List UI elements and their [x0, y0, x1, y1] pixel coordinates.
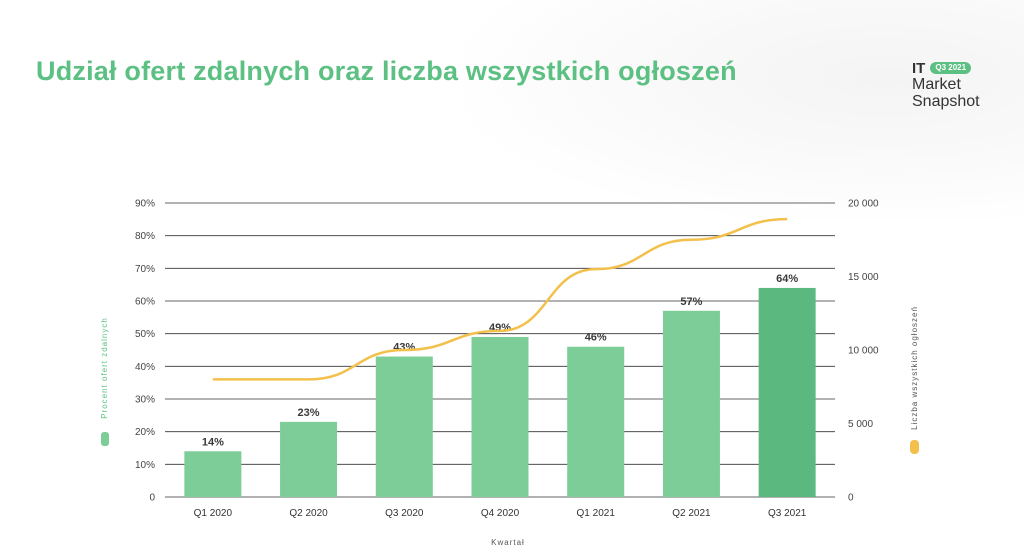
brand-snapshot: Snapshot — [912, 93, 980, 110]
x-tick-label: Q4 2020 — [481, 508, 520, 519]
y-tick-label: 50% — [135, 329, 155, 340]
bar — [758, 287, 816, 497]
data-label: 57% — [680, 296, 702, 308]
y2-tick-label: 0 — [848, 493, 854, 504]
data-label: 14% — [202, 436, 224, 448]
x-tick-label: Q3 2021 — [768, 508, 807, 519]
bar — [471, 336, 529, 497]
line-series — [212, 217, 788, 381]
x-axis-title: Kwartał — [491, 538, 525, 547]
data-label: 46% — [585, 332, 607, 344]
data-label: 43% — [393, 342, 415, 354]
bar — [662, 310, 720, 497]
brand-logo: IT Q3 2021 Market Snapshot — [912, 59, 980, 111]
data-label: 23% — [298, 407, 320, 419]
bar — [280, 421, 338, 497]
y-tick-label: 40% — [135, 362, 155, 373]
y2-axis-title: Liczba wszystkich ogłoszeń — [910, 306, 919, 430]
y2-tick-label: 15 000 — [848, 272, 879, 283]
y-tick-label: 70% — [135, 264, 155, 275]
bar — [375, 356, 433, 497]
y2-tick-label: 5 000 — [848, 419, 873, 430]
brand-badge: Q3 2021 — [930, 62, 972, 74]
y2-tick-label: 10 000 — [848, 346, 879, 357]
x-tick-label: Q1 2020 — [194, 508, 233, 519]
x-tick-label: Q2 2021 — [672, 508, 711, 519]
x-tick-label: Q2 2020 — [289, 508, 328, 519]
y-axis-title: Procent ofert zdalnych — [100, 317, 109, 419]
bar — [184, 451, 242, 497]
y-tick-label: 20% — [135, 427, 155, 438]
y-tick-label: 80% — [135, 231, 155, 242]
page-title: Udział ofert zdalnych oraz liczba wszyst… — [36, 56, 737, 86]
brand-it: IT — [912, 59, 926, 77]
y-tick-label: 90% — [135, 199, 155, 210]
y-tick-label: 0 — [149, 493, 155, 504]
brand-market: Market — [912, 76, 961, 93]
y-tick-label: 10% — [135, 460, 155, 471]
y-tick-label: 30% — [135, 395, 155, 406]
background-pattern — [464, 0, 1024, 220]
y-tick-label: 60% — [135, 297, 155, 308]
legend-swatch-bars — [101, 432, 109, 446]
y2-tick-label: 20 000 — [848, 199, 879, 210]
x-tick-label: Q3 2020 — [385, 508, 424, 519]
legend-swatch-line — [910, 440, 919, 454]
x-tick-label: Q1 2021 — [577, 508, 616, 519]
bar — [567, 346, 625, 497]
data-label: 64% — [776, 273, 798, 285]
